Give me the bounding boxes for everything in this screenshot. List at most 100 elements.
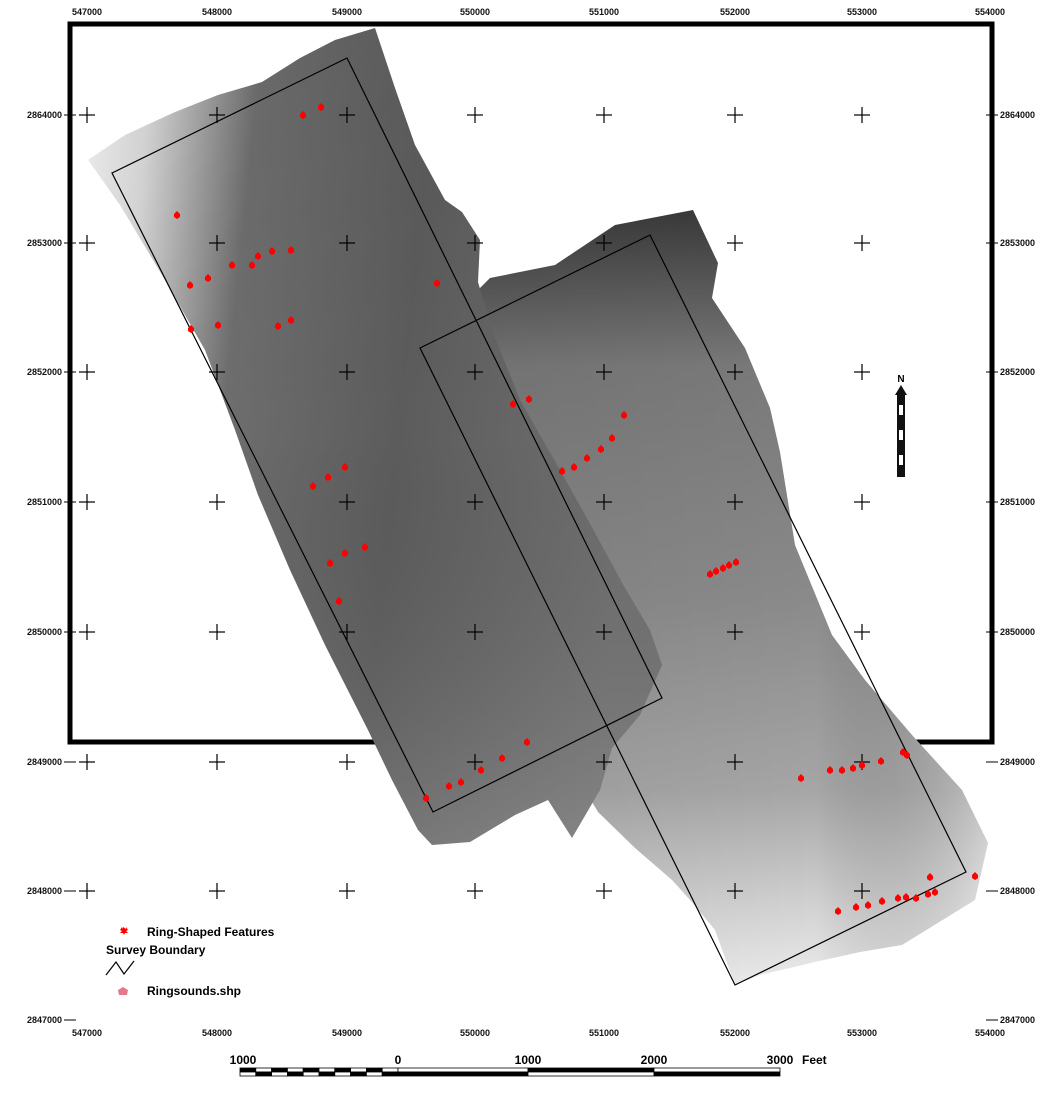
scale-label-3000: 3000 <box>767 1053 794 1067</box>
grid-cross <box>209 754 225 770</box>
ring-feature-marker <box>853 903 859 911</box>
y-tick-label-left: 2850000 <box>27 627 62 637</box>
y-tick-labels-left: 2864000 2853000 2852000 2851000 2850000 28490… <box>27 110 76 1025</box>
y-tick-label-left: 2864000 <box>27 110 62 120</box>
grid-cross <box>596 235 612 251</box>
grid-cross <box>596 107 612 123</box>
grid-cross <box>339 107 355 123</box>
ring-feature-marker <box>423 794 429 802</box>
ring-feature-marker <box>318 103 324 111</box>
ring-feature-marker <box>288 246 294 254</box>
grid-cross <box>854 235 870 251</box>
ring-feature-marker <box>598 445 604 453</box>
ring-feature-marker <box>707 570 713 578</box>
ring-feature-marker <box>621 411 627 419</box>
ring-feature-marker <box>229 261 235 269</box>
ring-feature-marker <box>310 482 316 490</box>
grid-cross <box>79 364 95 380</box>
ring-feature-marker <box>932 888 938 896</box>
x-tick-label-top: 547000 <box>72 7 102 17</box>
grid-cross <box>79 624 95 640</box>
grid-cross <box>727 494 743 510</box>
survey-boundaries <box>111 57 967 986</box>
ring-feature-marker <box>850 764 856 772</box>
ring-feature-marker <box>609 434 615 442</box>
ring-feature-marker <box>526 395 532 403</box>
grid-cross <box>596 883 612 899</box>
ring-feature-marker <box>275 322 281 330</box>
y-tick-label-left: 2853000 <box>27 238 62 248</box>
ring-feature-marker <box>584 454 590 462</box>
grid-cross <box>727 754 743 770</box>
y-tick-label-left: 2849000 <box>27 757 62 767</box>
grid-cross <box>339 624 355 640</box>
grid-cross <box>79 235 95 251</box>
ring-feature-marker <box>839 766 845 774</box>
x-tick-label-bottom: 552000 <box>720 1028 750 1038</box>
scale-label-2000: 2000 <box>641 1053 668 1067</box>
legend-boundary-symbol <box>105 960 135 976</box>
ring-feature-marker <box>269 247 275 255</box>
grid-cross <box>854 364 870 380</box>
ring-feature-marker <box>903 893 909 901</box>
grid-cross <box>727 235 743 251</box>
x-tick-label-top: 551000 <box>589 7 619 17</box>
ring-feature-marker <box>205 274 211 282</box>
grid-cross <box>854 624 870 640</box>
scale-bar-segments <box>239 1067 781 1077</box>
ring-feature-marker <box>865 901 871 909</box>
legend-soundings-symbol <box>118 987 128 995</box>
ring-feature-marker <box>835 907 841 915</box>
ring-feature-marker <box>559 467 565 475</box>
y-tick-labels-right: 2864000 2853000 2852000 2851000 2850000 28490… <box>986 110 1035 1025</box>
survey-boundary-east <box>419 234 967 986</box>
x-tick-labels-bottom: 547000 548000 549000 550000 551000 552000 5530… <box>72 1028 1005 1038</box>
ring-feature-marker <box>478 766 484 774</box>
grid-cross <box>467 754 483 770</box>
ring-feature-marker <box>327 559 333 567</box>
graticule-crosses <box>79 107 870 899</box>
x-tick-label-bottom: 550000 <box>460 1028 490 1038</box>
grid-cross <box>854 883 870 899</box>
ring-feature-marker <box>895 894 901 902</box>
y-tick-label-right: 2850000 <box>1000 627 1035 637</box>
x-tick-label-bottom: 554000 <box>975 1028 1005 1038</box>
ring-feature-marker <box>288 316 294 324</box>
ring-feature-marker <box>878 757 884 765</box>
x-tick-label-bottom: 547000 <box>72 1028 102 1038</box>
grid-cross <box>467 235 483 251</box>
ring-feature-marker <box>913 894 919 902</box>
grid-cross <box>467 107 483 123</box>
ring-feature-marker <box>174 211 180 219</box>
ring-feature-marker <box>187 281 193 289</box>
grid-cross <box>79 754 95 770</box>
ring-feature-marker <box>434 279 440 287</box>
x-tick-label-bottom: 553000 <box>847 1028 877 1038</box>
y-tick-label-right: 2849000 <box>1000 757 1035 767</box>
grid-cross <box>854 107 870 123</box>
ring-feature-marker <box>342 463 348 471</box>
scale-bar: 1000 0 1000 2000 3000 Feet <box>230 1053 827 1077</box>
grid-cross <box>209 107 225 123</box>
grid-cross <box>209 364 225 380</box>
y-tick-label-right: 2848000 <box>1000 886 1035 896</box>
ring-feature-marker <box>972 872 978 880</box>
scale-label-1000: 1000 <box>515 1053 542 1067</box>
grid-cross <box>339 494 355 510</box>
grid-cross <box>467 364 483 380</box>
scale-label-0: 0 <box>395 1053 402 1067</box>
ring-feature-marker <box>499 754 505 762</box>
grid-cross <box>467 624 483 640</box>
bathymetry-raster-west <box>88 28 662 845</box>
ring-feature-marker <box>927 873 933 881</box>
y-tick-label-right: 2847000 <box>1000 1015 1035 1025</box>
legend-boundary-title: Survey Boundary <box>106 943 206 957</box>
grid-cross <box>209 235 225 251</box>
x-tick-label-top: 554000 <box>975 7 1005 17</box>
ring-feature-marker <box>904 751 910 759</box>
y-tick-label-right: 2852000 <box>1000 367 1035 377</box>
ring-feature-marker <box>342 549 348 557</box>
y-tick-label-right: 2851000 <box>1000 497 1035 507</box>
grid-cross <box>79 883 95 899</box>
